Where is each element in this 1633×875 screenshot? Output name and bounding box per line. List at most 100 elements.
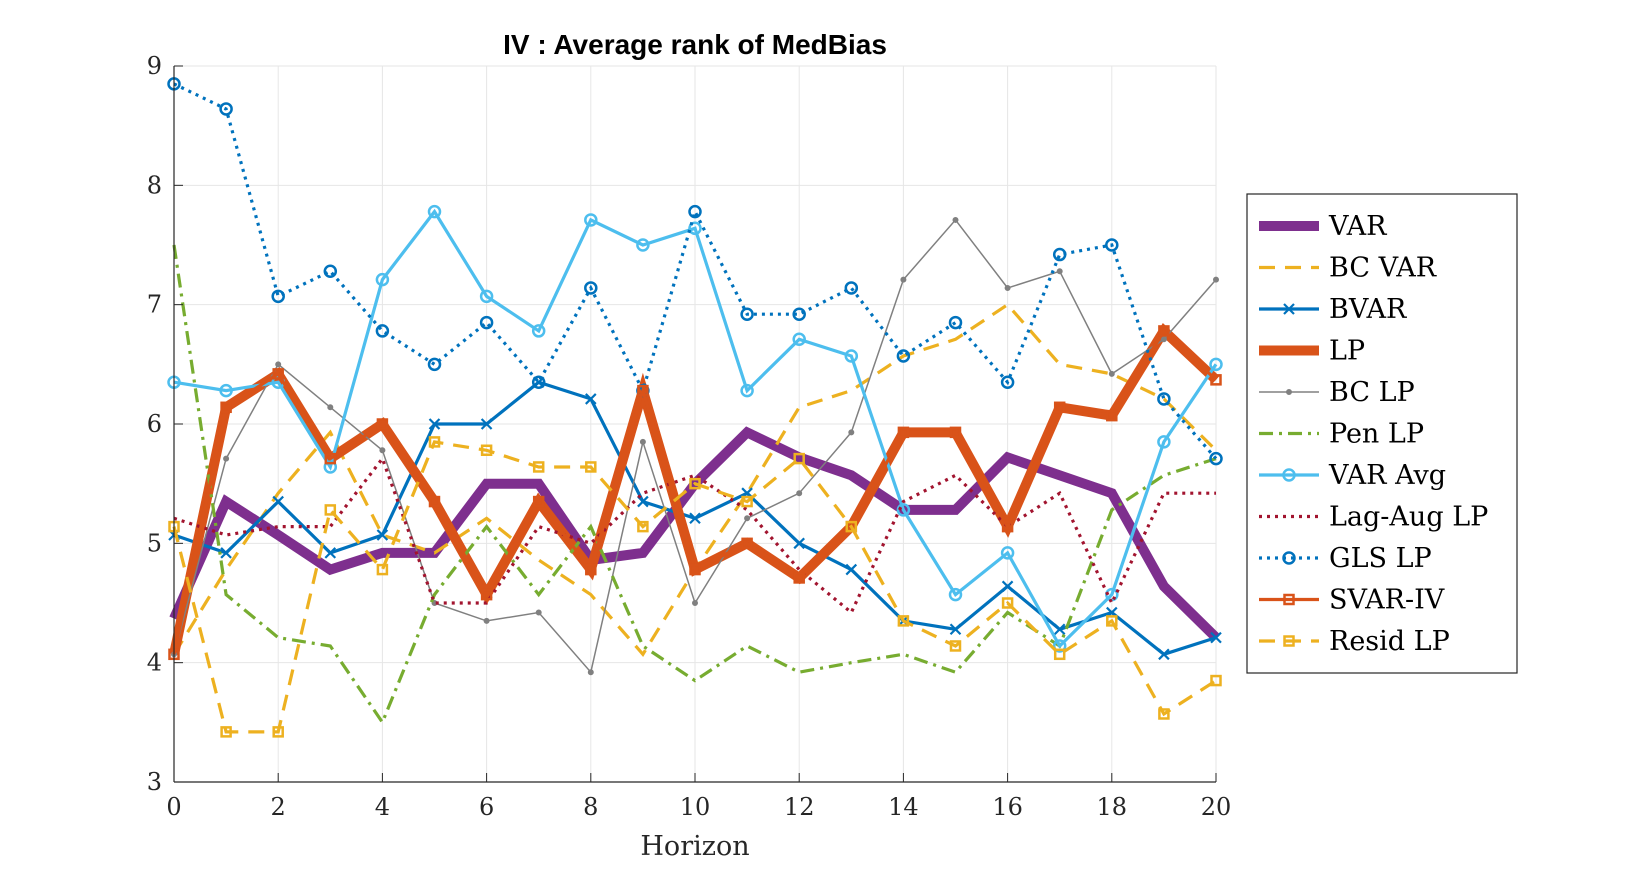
data-point-bvar xyxy=(376,529,389,541)
data-point-bc-lp xyxy=(900,276,907,283)
data-point-resid-lp xyxy=(949,640,962,652)
legend-marker-gls-lp xyxy=(1282,551,1296,565)
series-svar-iv xyxy=(168,325,1222,661)
data-point-bvar xyxy=(220,547,232,559)
x-tick-label: 2 xyxy=(271,793,286,821)
legend-item-lp: LP xyxy=(1259,336,1365,367)
data-point-gls-lp xyxy=(844,281,859,295)
legend-label-bvar: BVAR xyxy=(1329,294,1407,325)
y-tick-label: 7 xyxy=(147,291,162,319)
data-point-var-avg xyxy=(323,460,338,474)
data-point-svar-iv xyxy=(272,368,284,380)
data-point-bc-lp xyxy=(275,361,282,368)
x-tick-label: 6 xyxy=(479,793,494,821)
series-line-pen-lp xyxy=(172,244,1217,726)
data-point-resid-lp xyxy=(1053,648,1066,661)
data-point-resid-lp xyxy=(741,495,753,508)
data-point-resid-lp xyxy=(845,520,858,533)
data-point-var-avg xyxy=(531,324,546,338)
data-point-resid-lp xyxy=(1210,674,1222,687)
data-point-gls-lp xyxy=(479,315,494,330)
legend-label-lag-aug-lp: Lag-Aug LP xyxy=(1329,502,1488,533)
data-point-resid-lp xyxy=(793,452,805,465)
data-point-resid-lp xyxy=(220,726,232,738)
data-point-svar-iv xyxy=(1001,520,1014,533)
legend-marker-resid-lp xyxy=(1283,635,1295,647)
data-point-svar-iv xyxy=(1158,325,1170,337)
legend: VAR BC VAR BVAR LP BC LP Pen LP VAR Avg Lag-Aug… xyxy=(1246,193,1518,674)
data-point-bvar xyxy=(1210,631,1222,644)
data-point-bc-lp xyxy=(483,617,490,624)
data-point-var-avg xyxy=(896,503,911,517)
data-point-var-avg xyxy=(1209,357,1223,372)
data-point-svar-iv xyxy=(1053,401,1066,414)
data-point-var-avg xyxy=(584,213,598,227)
data-point-svar-iv xyxy=(1106,409,1118,422)
series-layer xyxy=(167,77,1223,738)
legend-label-resid-lp: Resid LP xyxy=(1329,626,1450,657)
legend-item-gls-lp: GLS LP xyxy=(1259,543,1432,574)
data-point-svar-iv xyxy=(376,418,389,430)
data-point-var-avg xyxy=(375,272,390,287)
data-point-bc-lp xyxy=(692,600,698,606)
legend-item-bvar: BVAR xyxy=(1259,294,1407,325)
x-tick-label: 20 xyxy=(1201,793,1232,821)
y-tick-label: 8 xyxy=(147,171,162,199)
data-point-resid-lp xyxy=(585,461,597,473)
data-point-svar-iv xyxy=(793,572,805,584)
data-point-bc-lp xyxy=(1213,276,1219,283)
y-tick-label: 9 xyxy=(147,52,162,80)
data-point-gls-lp xyxy=(1157,392,1171,406)
data-point-resid-lp xyxy=(480,444,493,457)
legend-item-resid-lp: Resid LP xyxy=(1259,626,1450,657)
data-point-svar-iv xyxy=(949,426,962,439)
y-tick-label: 3 xyxy=(147,768,162,796)
data-point-bc-lp xyxy=(535,609,542,616)
data-point-gls-lp xyxy=(271,289,285,304)
x-tick-label: 10 xyxy=(680,793,711,821)
data-point-gls-lp xyxy=(688,204,702,219)
data-point-svar-iv xyxy=(480,588,493,601)
legend-item-svar-iv: SVAR-IV xyxy=(1259,585,1445,616)
data-point-var-avg xyxy=(1052,639,1067,653)
legend-item-var: VAR xyxy=(1259,211,1387,242)
legend-label-bc-lp: BC LP xyxy=(1329,377,1415,408)
data-point-gls-lp xyxy=(427,357,442,372)
data-point-gls-lp xyxy=(1052,247,1067,262)
data-point-svar-iv xyxy=(689,563,701,576)
y-tick-label: 5 xyxy=(147,529,162,557)
legend-item-var-avg: VAR Avg xyxy=(1259,460,1446,491)
data-point-resid-lp xyxy=(1158,708,1170,720)
data-point-bvar xyxy=(689,512,701,525)
data-point-bvar xyxy=(585,393,597,405)
data-point-bc-lp xyxy=(848,429,855,436)
data-point-gls-lp xyxy=(219,102,233,116)
data-point-var-avg xyxy=(1000,546,1015,560)
data-point-bvar xyxy=(324,547,337,559)
data-point-bc-lp xyxy=(952,216,959,223)
data-point-resid-lp xyxy=(532,461,545,473)
legend-item-bc-var: BC VAR xyxy=(1259,253,1437,284)
chart-title: IV : Average rank of MedBias xyxy=(503,29,887,60)
data-point-resid-lp xyxy=(324,504,337,516)
data-point-bc-lp xyxy=(1056,268,1063,275)
data-point-bvar xyxy=(1053,623,1066,636)
data-point-gls-lp xyxy=(584,281,598,295)
data-point-bvar xyxy=(428,418,441,430)
x-tick-label: 4 xyxy=(375,793,390,821)
legend-marker-bc-lp xyxy=(1286,389,1292,395)
series-pen-lp xyxy=(172,244,1217,726)
data-point-resid-lp xyxy=(428,436,441,448)
data-point-resid-lp xyxy=(897,615,910,627)
data-point-bc-lp xyxy=(639,438,646,445)
data-point-gls-lp xyxy=(323,264,338,279)
data-point-resid-lp xyxy=(1001,597,1014,609)
data-point-var-avg xyxy=(479,289,494,304)
series-line-var-avg xyxy=(173,208,1218,649)
data-point-bc-lp xyxy=(1108,370,1115,377)
data-point-svar-iv xyxy=(637,384,649,397)
data-point-svar-iv xyxy=(428,495,441,508)
legend-marker-svar-iv xyxy=(1283,593,1295,606)
series-line-resid-lp xyxy=(172,440,1217,734)
data-point-gls-lp xyxy=(1209,451,1223,466)
